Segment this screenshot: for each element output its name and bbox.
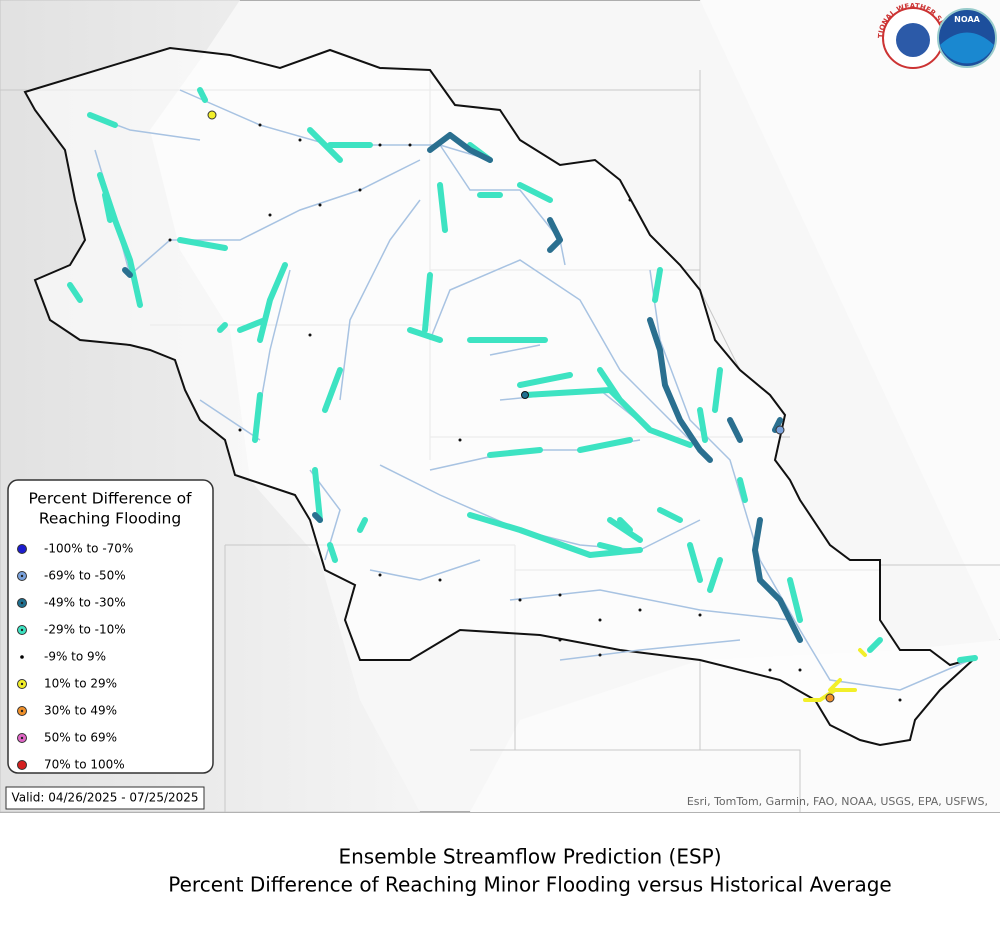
legend-swatch-center bbox=[20, 709, 24, 713]
valid-period: Valid: 04/26/2025 - 07/25/2025 bbox=[11, 791, 198, 805]
nws-logo-center bbox=[896, 23, 930, 57]
noaa-logo-wave bbox=[940, 32, 994, 64]
legend-label: 30% to 49% bbox=[44, 704, 117, 718]
legend-label: 50% to 69% bbox=[44, 731, 117, 745]
basin-outline bbox=[23, 46, 976, 747]
legend-label: -29% to -10% bbox=[44, 623, 126, 637]
highlighted-reaches bbox=[67, 87, 978, 702]
caption-subtitle: Percent Difference of Reaching Minor Flo… bbox=[168, 873, 891, 897]
legend-box bbox=[7, 479, 214, 774]
legend: Percent Difference of Reaching Flooding … bbox=[7, 479, 214, 774]
legend-swatch bbox=[20, 655, 24, 659]
legend-swatch bbox=[17, 544, 27, 554]
legend-swatch-center bbox=[20, 628, 24, 632]
legend-swatch bbox=[17, 760, 27, 770]
legend-label: -49% to -30% bbox=[44, 596, 126, 610]
legend-label: 70% to 100% bbox=[44, 758, 125, 772]
legend-swatch-center bbox=[20, 601, 24, 605]
attribution: Esri, TomTom, Garmin, FAO, NOAA, USGS, E… bbox=[687, 795, 988, 808]
valid-box bbox=[5, 786, 205, 810]
legend-label: -100% to -70% bbox=[44, 542, 133, 556]
caption-title: Ensemble Streamflow Prediction (ESP) bbox=[338, 845, 721, 869]
legend-title: Reaching Flooding bbox=[39, 510, 181, 528]
legend-label: -69% to -50% bbox=[44, 569, 126, 583]
legend-swatch-center bbox=[20, 682, 24, 686]
legend-entries: -100% to -70% -69% to -50% -49% to -30% -29… bbox=[17, 542, 133, 772]
plains bbox=[470, 0, 1000, 812]
legend-swatch-center bbox=[20, 574, 24, 578]
gauges bbox=[168, 110, 902, 703]
legend-label: -9% to 9% bbox=[44, 650, 106, 664]
legend-swatch-center bbox=[20, 736, 24, 740]
legend-title: Percent Difference of bbox=[28, 490, 192, 508]
noaa-logo-label: NOAA bbox=[954, 15, 980, 24]
legend-label: 10% to 29% bbox=[44, 677, 117, 691]
